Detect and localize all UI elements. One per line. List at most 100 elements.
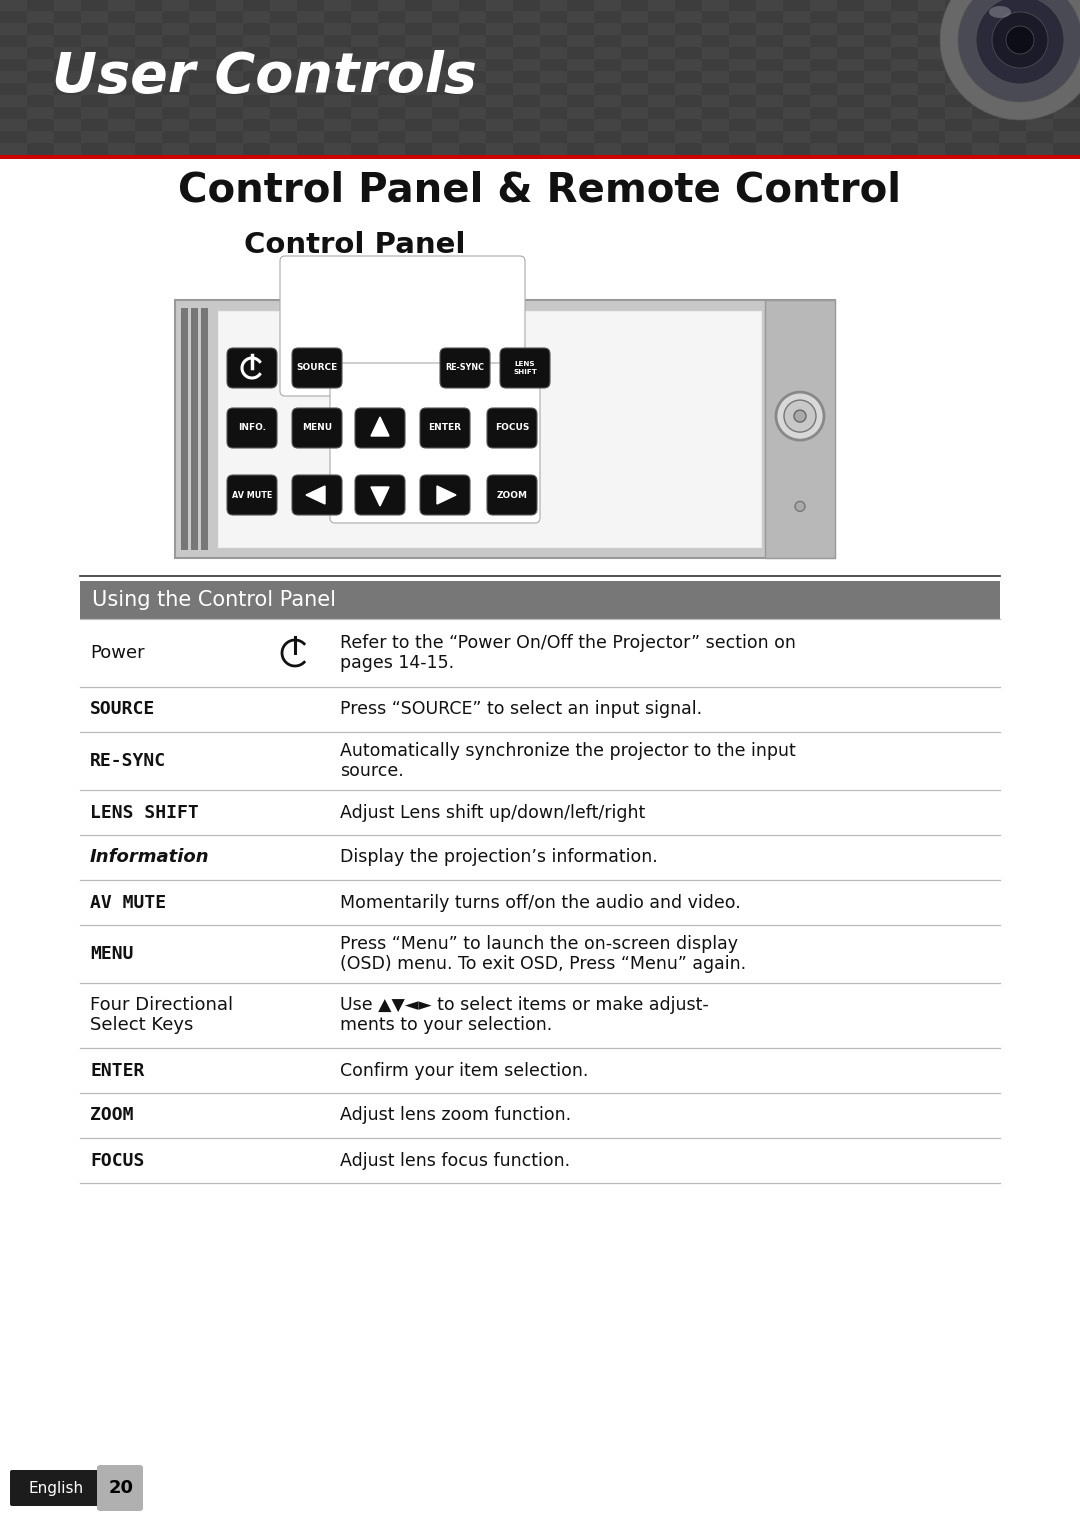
Bar [648,0,675,11]
Text: FOCUS: FOCUS [495,423,529,432]
Bar [1026,142,1053,155]
Text: INFO.: INFO. [238,423,266,432]
Bar [351,107,378,119]
Bar [621,11,648,23]
Bar [1026,47,1053,60]
Text: Refer to the “Power On/Off the Projector” section on: Refer to the “Power On/Off the Projector… [340,634,796,653]
Bar [216,142,243,155]
Bar [675,107,702,119]
Bar [216,119,243,132]
Bar [27,35,54,47]
Bar [594,70,621,83]
Bar [81,107,108,119]
Bar [1026,95,1053,107]
Bar [891,11,918,23]
FancyBboxPatch shape [97,1465,143,1511]
Bar [191,308,198,550]
Bar [405,107,432,119]
Bar [270,47,297,60]
Bar [756,47,783,60]
Bar [432,95,459,107]
FancyBboxPatch shape [292,408,342,447]
Text: English: English [28,1480,83,1495]
Bar [702,119,729,132]
Bar [810,95,837,107]
Bar [648,119,675,132]
Bar [864,0,891,11]
Text: Adjust lens focus function.: Adjust lens focus function. [340,1152,570,1169]
Text: ZOOM: ZOOM [90,1106,134,1124]
Bar [513,60,540,70]
Bar [27,60,54,70]
Bar [918,23,945,35]
FancyBboxPatch shape [420,408,470,447]
Bar [405,60,432,70]
Bar [432,23,459,35]
Bar [243,35,270,47]
Bar [783,35,810,47]
Bar [486,47,513,60]
FancyBboxPatch shape [280,256,525,395]
Bar [999,132,1026,142]
Bar [324,47,351,60]
Bar [594,0,621,11]
Bar [0,70,27,83]
Bar [648,70,675,83]
Bar [999,107,1026,119]
Bar [189,107,216,119]
Bar [810,47,837,60]
Bar [378,47,405,60]
Bar [297,35,324,47]
Bar [567,60,594,70]
Ellipse shape [989,6,1011,18]
Text: AV MUTE: AV MUTE [232,490,272,499]
Bar [0,23,27,35]
Bar [459,83,486,95]
Bar [837,60,864,70]
Polygon shape [306,486,325,504]
Bar [1053,107,1080,119]
Circle shape [1005,26,1034,54]
Bar [216,70,243,83]
Bar [675,35,702,47]
Text: Adjust lens zoom function.: Adjust lens zoom function. [340,1106,571,1124]
Bar [27,83,54,95]
Bar [216,23,243,35]
Bar [351,83,378,95]
Bar [0,119,27,132]
Text: ENTER: ENTER [429,423,461,432]
Text: pages 14-15.: pages 14-15. [340,654,454,673]
Bar [162,119,189,132]
Text: MENU: MENU [90,945,134,964]
Bar [729,107,756,119]
Bar [486,142,513,155]
Bar [54,95,81,107]
Bar [864,119,891,132]
Bar [621,132,648,142]
FancyBboxPatch shape [330,363,540,522]
Text: Using the Control Panel: Using the Control Panel [92,590,336,610]
Bar [1053,83,1080,95]
Bar [918,142,945,155]
Text: ENTER: ENTER [90,1062,145,1080]
Bar [486,0,513,11]
Bar [891,107,918,119]
FancyBboxPatch shape [440,348,490,388]
Text: Use ▲▼◄► to select items or make adjust-: Use ▲▼◄► to select items or make adjust- [340,996,708,1014]
Bar [81,132,108,142]
Bar [945,35,972,47]
Text: (OSD) menu. To exit OSD, Press “Menu” again.: (OSD) menu. To exit OSD, Press “Menu” ag… [340,954,746,973]
Bar [837,107,864,119]
Bar [675,11,702,23]
Text: Four Directional: Four Directional [90,996,233,1014]
Bar [999,60,1026,70]
Bar [0,142,27,155]
Bar [162,95,189,107]
Bar [243,107,270,119]
Bar [135,60,162,70]
Bar [513,107,540,119]
Bar [945,132,972,142]
Bar [756,23,783,35]
Bar [765,300,835,558]
Bar [486,23,513,35]
